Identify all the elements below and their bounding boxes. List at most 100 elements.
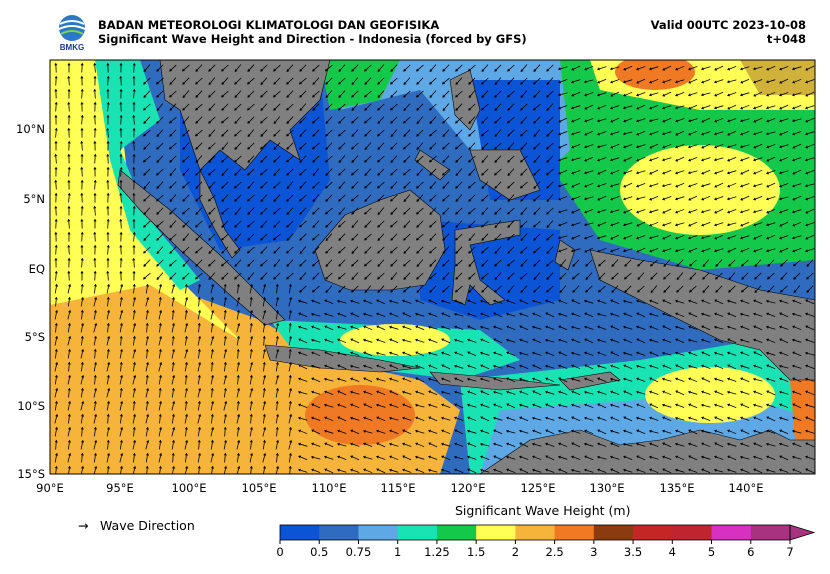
direction-arrowhead bbox=[80, 426, 84, 430]
direction-arrow bbox=[364, 207, 372, 215]
direction-arrowhead bbox=[494, 68, 498, 72]
direction-arrow bbox=[93, 336, 97, 346]
direction-arrow bbox=[299, 168, 307, 176]
direction-arrow bbox=[714, 430, 724, 434]
direction-arrow bbox=[169, 259, 177, 267]
direction-arrowhead bbox=[169, 173, 173, 177]
direction-arrowhead bbox=[752, 184, 756, 188]
direction-arrowhead bbox=[700, 338, 704, 342]
direction-arrow bbox=[779, 92, 789, 96]
direction-arrow bbox=[415, 391, 425, 395]
colorbar-swatch bbox=[280, 525, 320, 540]
direction-arrow bbox=[403, 155, 411, 163]
direction-arrow bbox=[390, 155, 398, 163]
direction-arrow bbox=[520, 155, 528, 163]
direction-arrowhead bbox=[325, 159, 328, 163]
direction-arrowhead bbox=[132, 283, 136, 287]
direction-arrow bbox=[689, 259, 697, 267]
direction-arrowhead bbox=[143, 198, 146, 202]
direction-arrowhead bbox=[766, 338, 770, 342]
direction-arrowhead bbox=[623, 184, 627, 188]
direction-arrow bbox=[299, 155, 307, 163]
direction-arrow bbox=[701, 339, 711, 343]
direction-arrow bbox=[81, 336, 83, 346]
direction-arrow bbox=[390, 246, 398, 254]
direction-arrow bbox=[389, 300, 399, 304]
direction-arrowhead bbox=[299, 263, 302, 267]
direction-arrowhead bbox=[454, 429, 458, 433]
direction-arrowhead bbox=[649, 263, 653, 267]
direction-arrow bbox=[675, 300, 685, 304]
direction-arrowhead bbox=[662, 236, 666, 240]
direction-arrowhead bbox=[390, 146, 393, 150]
direction-arrowhead bbox=[793, 276, 797, 280]
direction-arrow bbox=[805, 468, 815, 474]
direction-arrow bbox=[172, 453, 174, 463]
direction-arrow bbox=[532, 326, 542, 330]
direction-arrowhead bbox=[120, 322, 123, 326]
direction-arrowhead bbox=[506, 120, 510, 124]
direction-arrow bbox=[337, 300, 347, 304]
direction-arrowhead bbox=[250, 361, 254, 365]
direction-arrow bbox=[156, 233, 164, 241]
direction-arrow bbox=[184, 414, 188, 424]
direction-arrowhead bbox=[740, 416, 743, 420]
direction-arrow bbox=[390, 90, 398, 98]
direction-arrowhead bbox=[364, 225, 368, 228]
direction-arrowhead bbox=[754, 276, 757, 280]
direction-arrow bbox=[727, 326, 737, 330]
direction-arrowhead bbox=[610, 236, 614, 240]
direction-arrow bbox=[402, 365, 412, 369]
direction-arrow bbox=[312, 103, 320, 111]
direction-arrow bbox=[249, 349, 253, 359]
direction-arrow bbox=[81, 310, 83, 320]
direction-arrowhead bbox=[648, 236, 652, 240]
direction-arrow bbox=[169, 233, 177, 241]
direction-arrowhead bbox=[804, 403, 808, 407]
direction-arrow bbox=[441, 429, 451, 435]
direction-arrowhead bbox=[429, 69, 433, 72]
direction-arrow bbox=[195, 233, 203, 241]
direction-arrow bbox=[441, 378, 451, 382]
direction-arrow bbox=[779, 300, 789, 304]
direction-arrow bbox=[753, 183, 763, 187]
direction-arrow bbox=[68, 414, 70, 424]
direction-arrow bbox=[208, 220, 216, 228]
direction-arrow bbox=[766, 430, 776, 434]
direction-arrow bbox=[714, 208, 724, 214]
direction-arrow bbox=[597, 157, 607, 161]
direction-arrowhead bbox=[337, 416, 341, 420]
direction-arrowhead bbox=[224, 465, 228, 469]
direction-arrow bbox=[119, 375, 123, 385]
direction-arrow bbox=[636, 209, 646, 213]
direction-arrow bbox=[455, 129, 463, 137]
direction-arrow bbox=[402, 300, 412, 304]
direction-arrowhead bbox=[390, 289, 393, 293]
direction-arrowhead bbox=[507, 251, 511, 254]
direction-arrowhead bbox=[558, 351, 562, 355]
direction-arrow bbox=[727, 352, 737, 356]
direction-arrow bbox=[312, 181, 320, 189]
direction-arrowhead bbox=[388, 442, 392, 446]
direction-arrow bbox=[298, 469, 308, 473]
direction-arrowhead bbox=[532, 403, 536, 407]
direction-arrow bbox=[728, 285, 736, 293]
direction-arrowhead bbox=[753, 236, 757, 240]
direction-arrowhead bbox=[662, 67, 666, 71]
direction-arrowhead bbox=[210, 413, 214, 417]
direction-arrowhead bbox=[350, 325, 353, 329]
direction-arrowhead bbox=[311, 377, 315, 381]
direction-arrow bbox=[376, 352, 386, 356]
direction-arrow bbox=[467, 299, 477, 305]
direction-arrow bbox=[780, 272, 788, 280]
direction-arrowhead bbox=[93, 270, 97, 274]
direction-arrowhead bbox=[286, 147, 290, 150]
direction-arrowhead bbox=[428, 442, 432, 446]
direction-arrowhead bbox=[598, 263, 601, 267]
direction-arrowhead bbox=[276, 348, 280, 352]
direction-arrowhead bbox=[584, 249, 588, 253]
direction-arrow bbox=[324, 442, 334, 448]
direction-arrow bbox=[584, 156, 594, 162]
direction-arrow bbox=[572, 285, 580, 293]
direction-arrowhead bbox=[727, 403, 731, 407]
